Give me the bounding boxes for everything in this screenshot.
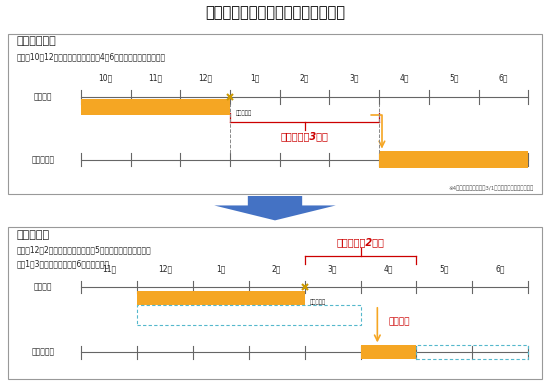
Text: 〔例〕10－12月の平均燃料価格が翌4－6月分の燃料費調整に適用: 〔例〕10－12月の平均燃料価格が翌4－6月分の燃料費調整に適用 (16, 52, 166, 61)
Text: 1月: 1月 (216, 264, 225, 273)
FancyBboxPatch shape (361, 345, 416, 359)
Text: 4月: 4月 (384, 264, 393, 273)
Text: 1月: 1月 (250, 73, 260, 82)
Text: 5月: 5月 (439, 264, 449, 273)
Text: 【現行制度】: 【現行制度】 (16, 36, 56, 46)
Text: 12月: 12月 (198, 73, 212, 82)
Text: 毎月調整: 毎月調整 (388, 317, 410, 327)
Text: 3月: 3月 (350, 73, 359, 82)
Text: タイムラグ2ヶ月: タイムラグ2ヶ月 (337, 237, 384, 248)
FancyBboxPatch shape (8, 33, 542, 194)
Text: 【新制度】: 【新制度】 (16, 230, 50, 240)
Text: 燃料費調整: 燃料費調整 (32, 155, 55, 164)
Text: 1－3月の　〃　　　が6月分の　　〃: 1－3月の 〃 が6月分の 〃 (16, 259, 109, 268)
Text: 〔例〕12－2月の平均燃料価格が翌5月分の燃料費調整に適用: 〔例〕12－2月の平均燃料価格が翌5月分の燃料費調整に適用 (16, 245, 151, 254)
Text: 6月: 6月 (499, 73, 508, 82)
Text: 10月: 10月 (98, 73, 113, 82)
Text: 2月: 2月 (272, 264, 282, 273)
Text: 4月: 4月 (399, 73, 409, 82)
Text: 統計値公表: 統計値公表 (235, 110, 252, 116)
Text: 11月: 11月 (102, 264, 116, 273)
FancyBboxPatch shape (379, 151, 529, 168)
Text: ※4月分料金は、最短で3/1から使用される料金に適用: ※4月分料金は、最短で3/1から使用される料金に適用 (448, 185, 534, 191)
FancyBboxPatch shape (137, 291, 305, 305)
Text: 2月: 2月 (300, 73, 309, 82)
Text: 燃料価格: 燃料価格 (34, 282, 52, 292)
Text: 12月: 12月 (158, 264, 172, 273)
Text: タイムラグ3ヶ月: タイムラグ3ヶ月 (280, 132, 328, 142)
Text: 原燃料費調整制度の見直しについて: 原燃料費調整制度の見直しについて (205, 5, 345, 20)
Text: 統計値公表: 統計値公表 (310, 300, 326, 305)
FancyArrow shape (214, 196, 336, 220)
Text: 11月: 11月 (148, 73, 163, 82)
Text: 6月: 6月 (496, 264, 505, 273)
FancyBboxPatch shape (8, 227, 542, 379)
Text: 燃料費調整: 燃料費調整 (32, 348, 55, 357)
Text: 5月: 5月 (449, 73, 459, 82)
Text: 3月: 3月 (328, 264, 337, 273)
FancyBboxPatch shape (81, 99, 230, 115)
Text: 燃料価格: 燃料価格 (34, 92, 52, 102)
